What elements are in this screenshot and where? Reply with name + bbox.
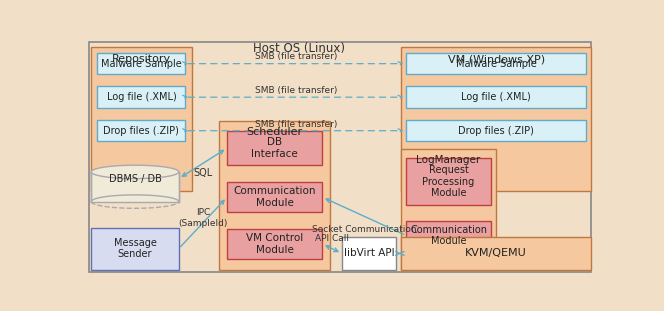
Text: VM Control
Module: VM Control Module	[246, 233, 303, 255]
Text: Drop files (.ZIP): Drop files (.ZIP)	[104, 126, 179, 136]
Text: DBMS / DB: DBMS / DB	[108, 174, 161, 183]
Text: SMB (file transfer): SMB (file transfer)	[254, 119, 337, 128]
FancyBboxPatch shape	[91, 228, 179, 270]
FancyBboxPatch shape	[406, 220, 491, 250]
Text: Message
Sender: Message Sender	[114, 238, 157, 259]
FancyBboxPatch shape	[98, 53, 185, 74]
Text: DB
Interface: DB Interface	[251, 137, 298, 159]
Text: KVM/QEMU: KVM/QEMU	[465, 248, 527, 258]
Text: LogManager: LogManager	[416, 155, 481, 165]
FancyBboxPatch shape	[91, 172, 179, 202]
FancyBboxPatch shape	[91, 47, 192, 191]
FancyBboxPatch shape	[406, 53, 586, 74]
FancyBboxPatch shape	[219, 121, 330, 270]
Text: SMB (file transfer): SMB (file transfer)	[254, 86, 337, 95]
FancyBboxPatch shape	[227, 229, 322, 259]
FancyBboxPatch shape	[227, 131, 322, 165]
FancyBboxPatch shape	[89, 42, 592, 272]
FancyBboxPatch shape	[401, 237, 592, 270]
FancyBboxPatch shape	[342, 237, 396, 270]
Text: SMB (file transfer): SMB (file transfer)	[254, 53, 337, 62]
Text: IPC
(SampleId): IPC (SampleId)	[178, 208, 228, 228]
Polygon shape	[91, 165, 179, 179]
FancyBboxPatch shape	[406, 86, 586, 108]
Text: Malware Sample: Malware Sample	[456, 59, 537, 69]
Text: Socket Communication: Socket Communication	[312, 225, 416, 234]
Text: Scheduler: Scheduler	[246, 127, 303, 137]
Text: SQL: SQL	[193, 168, 212, 178]
FancyBboxPatch shape	[406, 120, 586, 142]
Text: Request
Processing
Module: Request Processing Module	[422, 165, 475, 198]
FancyBboxPatch shape	[401, 149, 496, 270]
FancyBboxPatch shape	[98, 120, 185, 142]
FancyBboxPatch shape	[406, 158, 491, 205]
FancyBboxPatch shape	[98, 86, 185, 108]
Text: API Call: API Call	[315, 234, 349, 243]
Text: Log file (.XML): Log file (.XML)	[106, 92, 176, 102]
Text: VM (Windows XP): VM (Windows XP)	[448, 54, 544, 64]
Text: Log file (.XML): Log file (.XML)	[461, 92, 531, 102]
Text: Repository: Repository	[112, 54, 171, 64]
Text: Communication
Module: Communication Module	[234, 186, 316, 208]
FancyBboxPatch shape	[227, 182, 322, 212]
Text: Drop files (.ZIP): Drop files (.ZIP)	[458, 126, 534, 136]
Text: libVirt API: libVirt API	[343, 248, 394, 258]
Text: Communication
Module: Communication Module	[410, 225, 487, 246]
Text: Host OS (Linux): Host OS (Linux)	[253, 42, 345, 55]
Text: Malware Sample: Malware Sample	[101, 59, 182, 69]
FancyBboxPatch shape	[401, 47, 592, 191]
